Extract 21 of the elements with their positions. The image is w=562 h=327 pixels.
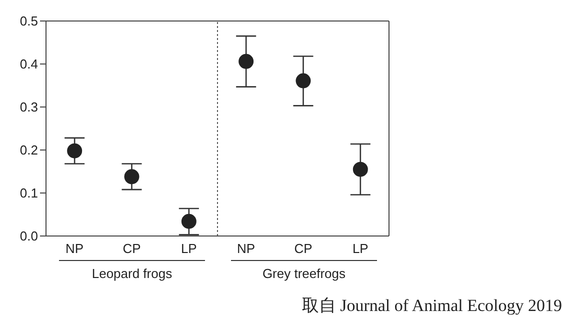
x-tick-label: CP [294,241,312,256]
y-tick-label: 0.3 [20,100,38,115]
y-tick-label: 0.2 [20,142,38,158]
point [352,162,368,177]
y-tick-label: 0.5 [20,14,38,29]
x-tick-label: CP [122,241,141,256]
y-tick-label: 0.4 [20,56,38,72]
text: 取自 Journal of Animal Ecology 2019 [302,295,562,317]
text: Leopard frogs [90,266,174,281]
x-tick-label: LP [352,241,368,256]
x-tick-label: NP [66,241,84,256]
x-tick-label: NP [237,241,256,256]
text: Grey treefrogs [261,266,347,281]
point [67,143,82,158]
x-tick-label: LP [180,241,197,256]
point [296,73,311,88]
point [181,214,196,229]
point [238,54,254,69]
y-tick-label: 0.1 [20,186,38,201]
point [124,169,140,184]
y-tick-label: 0.0 [20,228,38,244]
